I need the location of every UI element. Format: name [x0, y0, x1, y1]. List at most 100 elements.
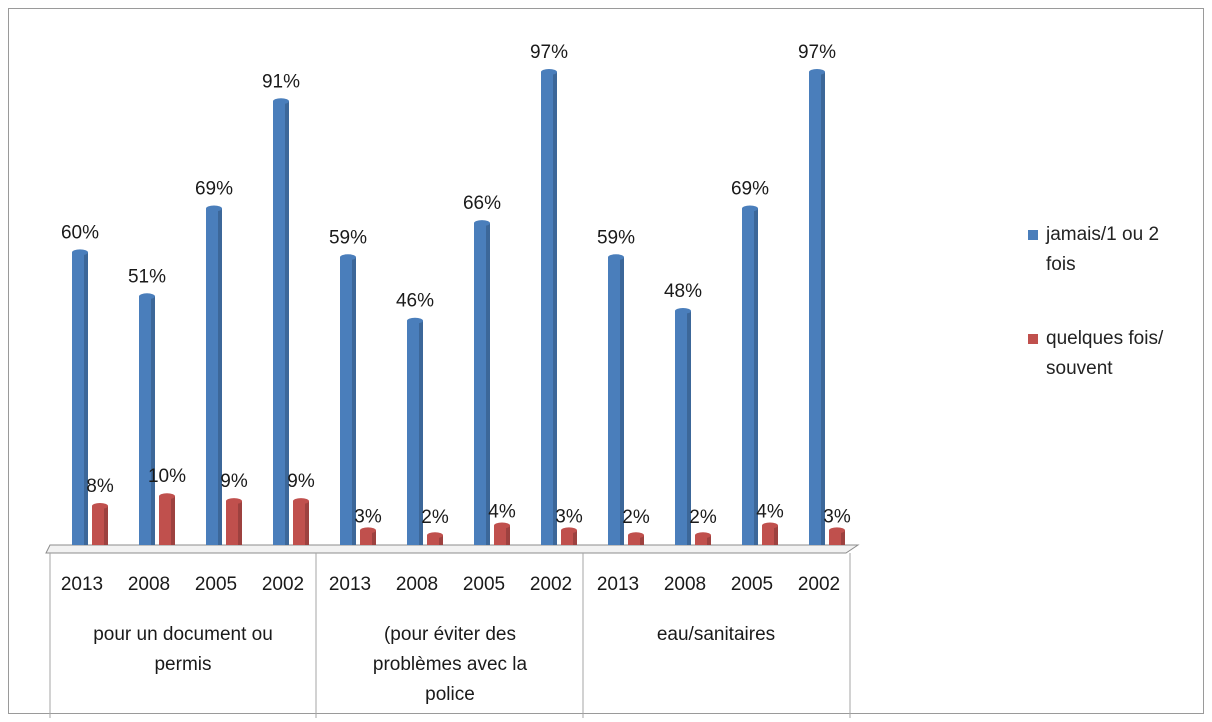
bar-jamais-cap — [608, 254, 624, 261]
data-label-quelques: 3% — [354, 506, 382, 527]
data-label-jamais: 48% — [664, 281, 702, 302]
bar-quelques-cap — [628, 532, 644, 539]
bar-jamais-cap — [474, 220, 490, 227]
bar-jamais — [742, 208, 758, 546]
bar-quelques-cap — [427, 532, 443, 539]
bar-quelques — [427, 535, 443, 545]
x-tick-label: 2005 — [731, 574, 773, 595]
data-label-quelques: 4% — [756, 501, 784, 522]
bar-quelques-shade — [841, 530, 845, 545]
bar-jamais — [474, 223, 490, 545]
data-label-jamais: 59% — [597, 227, 635, 248]
bar-jamais-shade — [754, 208, 758, 546]
x-tick-label: 2013 — [61, 574, 103, 595]
data-label-quelques: 2% — [689, 507, 717, 528]
bar-quelques-cap — [293, 498, 309, 505]
bar-jamais-shade — [553, 72, 557, 545]
bar-quelques-cap — [829, 527, 845, 534]
data-label-jamais: 66% — [463, 193, 501, 214]
bar-jamais — [72, 252, 88, 546]
data-label-quelques: 9% — [220, 471, 248, 492]
data-label-quelques: 3% — [823, 506, 851, 527]
bar-jamais-shade — [84, 252, 88, 546]
data-label-quelques: 9% — [287, 471, 315, 492]
group-label: permis — [154, 654, 211, 675]
bar-quelques-shade — [305, 501, 309, 545]
bar-quelques-cap — [92, 502, 108, 509]
data-label-quelques: 8% — [86, 476, 114, 497]
bar-quelques — [226, 501, 242, 545]
bar-quelques-cap — [561, 527, 577, 534]
bar-quelques-cap — [762, 522, 778, 529]
group-label: pour un document ou — [93, 624, 273, 645]
legend-item-quelques: quelques fois/ souvent — [1028, 324, 1198, 384]
bar-quelques-cap — [159, 493, 175, 500]
bar-quelques — [695, 535, 711, 545]
bar-jamais-shade — [151, 296, 155, 545]
bar-quelques-shade — [774, 525, 778, 545]
bar-quelques — [293, 501, 309, 545]
bar-quelques-shade — [640, 535, 644, 545]
data-label-quelques: 3% — [555, 506, 583, 527]
bar-quelques — [360, 530, 376, 545]
bar-quelques-cap — [695, 532, 711, 539]
bar-jamais-cap — [809, 69, 825, 75]
bar-jamais — [809, 72, 825, 545]
legend-swatch-blue — [1028, 230, 1038, 240]
bar-quelques — [829, 530, 845, 545]
group-label: eau/sanitaires — [657, 624, 775, 645]
bar-jamais-shade — [821, 72, 825, 545]
x-tick-label: 2005 — [195, 574, 237, 595]
bar-jamais-cap — [206, 205, 222, 212]
bar-quelques-shade — [238, 501, 242, 545]
bar-jamais-shade — [687, 310, 691, 545]
bar-jamais-cap — [742, 205, 758, 212]
bar-quelques — [561, 530, 577, 545]
group-label: problèmes avec la — [373, 654, 528, 675]
x-tick-label: 2013 — [597, 574, 639, 595]
group-label: police — [425, 684, 475, 705]
data-label-quelques: 2% — [622, 507, 650, 528]
bar-jamais-shade — [486, 223, 490, 545]
bar-jamais-shade — [218, 208, 222, 546]
bar-jamais-cap — [340, 254, 356, 261]
bar-jamais — [608, 257, 624, 545]
x-tick-label: 2002 — [262, 574, 304, 595]
data-label-jamais: 51% — [128, 266, 166, 287]
bar-quelques-shade — [573, 530, 577, 545]
legend: jamais/1 ou 2 fois quelques fois/ souven… — [1028, 220, 1198, 428]
legend-item-jamais: jamais/1 ou 2 fois — [1028, 220, 1198, 280]
x-tick-label: 2005 — [463, 574, 505, 595]
bar-quelques — [494, 525, 510, 545]
bar-jamais-shade — [419, 320, 423, 545]
x-tick-label: 2002 — [798, 574, 840, 595]
bar-quelques-shade — [104, 505, 108, 545]
legend-swatch-red — [1028, 334, 1038, 344]
bar-jamais-cap — [273, 98, 289, 105]
data-label-jamais: 91% — [262, 71, 300, 92]
bar-quelques-cap — [494, 522, 510, 529]
bar-quelques-shade — [506, 525, 510, 545]
bar-jamais-cap — [675, 307, 691, 314]
x-tick-label: 2008 — [396, 574, 438, 595]
bar-jamais-shade — [352, 257, 356, 545]
bar-jamais-cap — [407, 317, 423, 324]
data-label-jamais: 59% — [329, 227, 367, 248]
bar-jamais — [340, 257, 356, 545]
bar-jamais — [206, 208, 222, 546]
data-label-jamais: 60% — [61, 222, 99, 243]
x-tick-label: 2008 — [128, 574, 170, 595]
x-tick-label: 2013 — [329, 574, 371, 595]
bar-jamais — [675, 310, 691, 545]
data-label-jamais: 46% — [396, 291, 434, 312]
bar-quelques-shade — [439, 535, 443, 545]
bar-quelques — [159, 496, 175, 545]
bar-quelques — [92, 505, 108, 545]
data-label-quelques: 4% — [488, 501, 516, 522]
bar-quelques — [628, 535, 644, 545]
legend-label: jamais/1 ou 2 fois — [1046, 224, 1160, 275]
x-tick-label: 2008 — [664, 574, 706, 595]
data-label-jamais: 69% — [731, 179, 769, 200]
bar-jamais — [139, 296, 155, 545]
bar-quelques-shade — [372, 530, 376, 545]
